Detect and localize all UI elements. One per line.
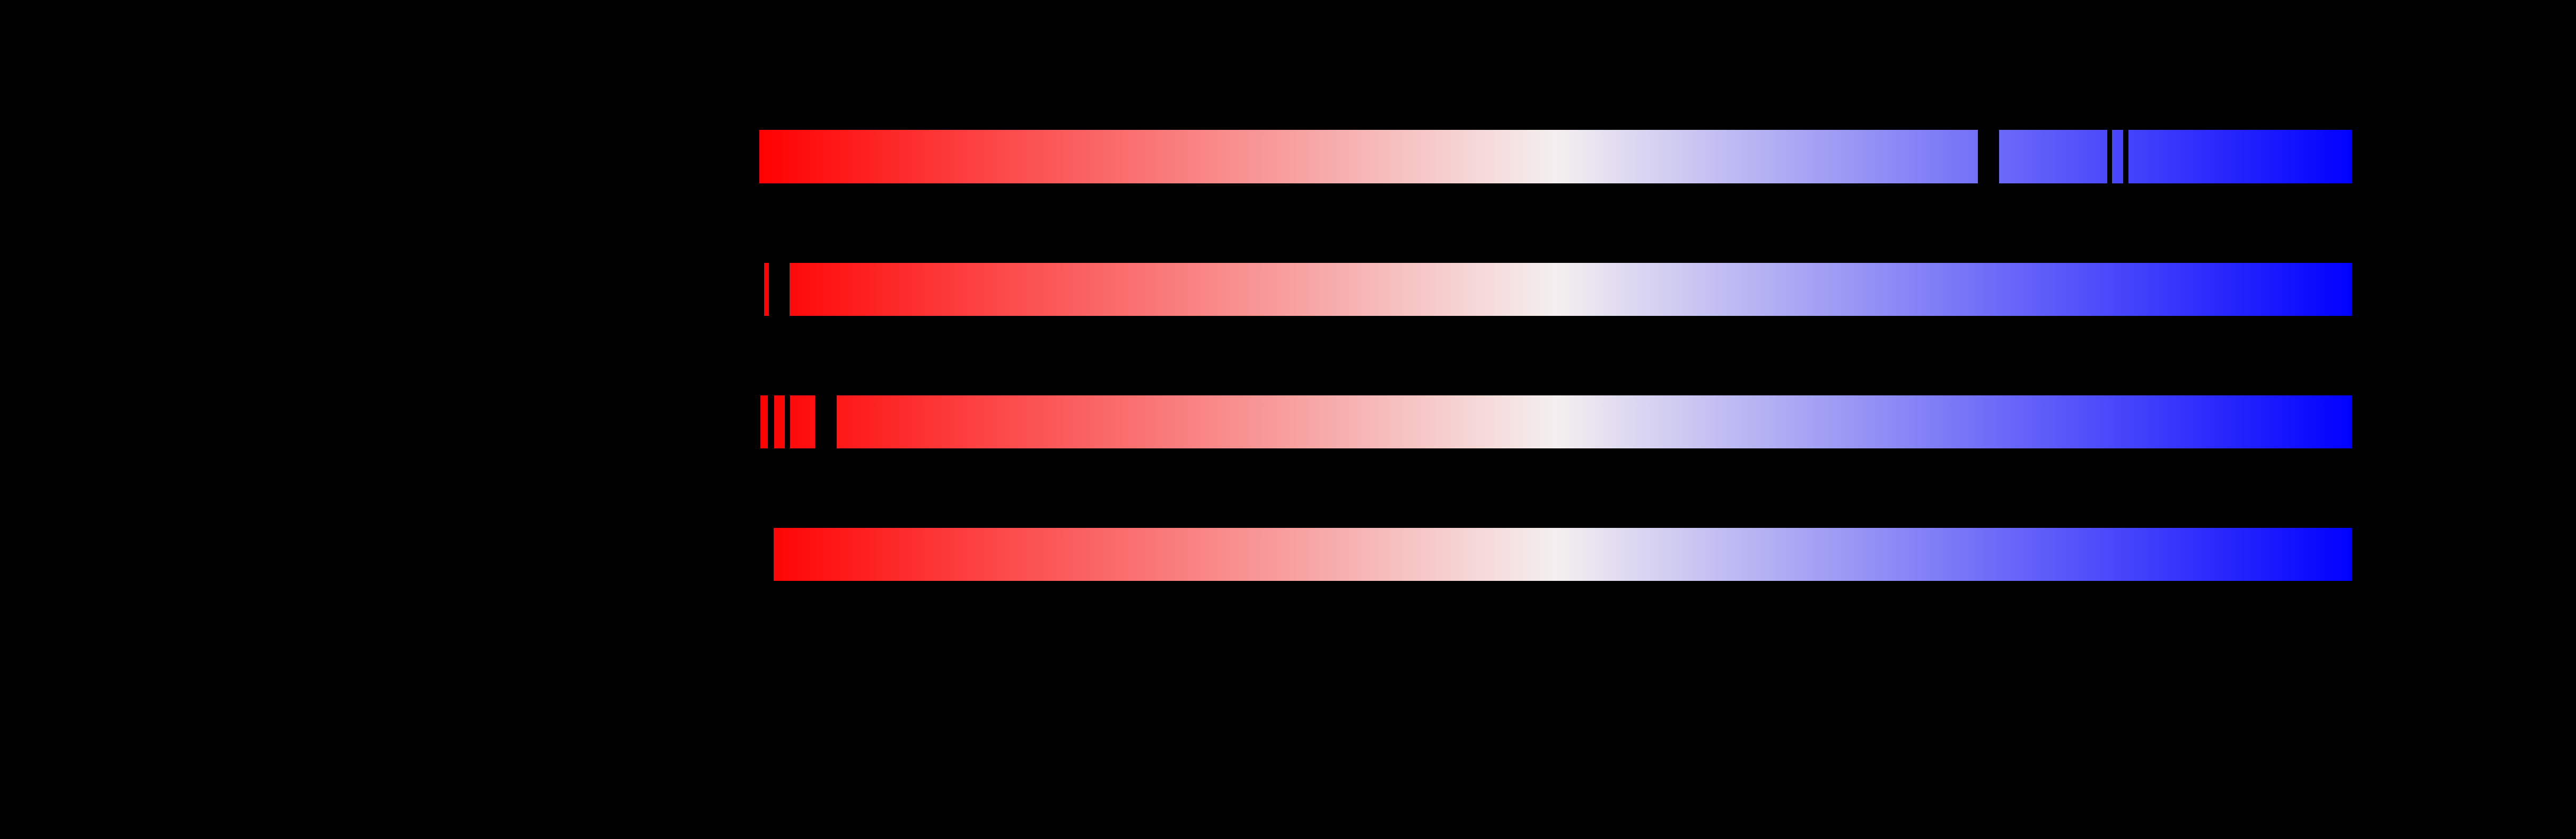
bar-gap-mask [785, 395, 790, 449]
bar-gap-mask [768, 395, 774, 449]
bar-gap-mask [769, 262, 790, 316]
bar-gap-mask [759, 395, 760, 449]
bar-gap-mask [759, 262, 764, 316]
bar-gap-mask [815, 395, 837, 449]
gradient-bar-row-3 [759, 395, 2352, 449]
gradient-bar-row-4 [759, 527, 2352, 581]
gradient-bar-row-1 [759, 129, 2352, 184]
bar-gap-mask [1978, 129, 1999, 184]
bar-gap-mask [759, 527, 774, 581]
bar-gap-mask [2107, 129, 2112, 184]
bar-gap-mask [2123, 129, 2128, 184]
gradient-bar-row-2 [759, 262, 2352, 316]
